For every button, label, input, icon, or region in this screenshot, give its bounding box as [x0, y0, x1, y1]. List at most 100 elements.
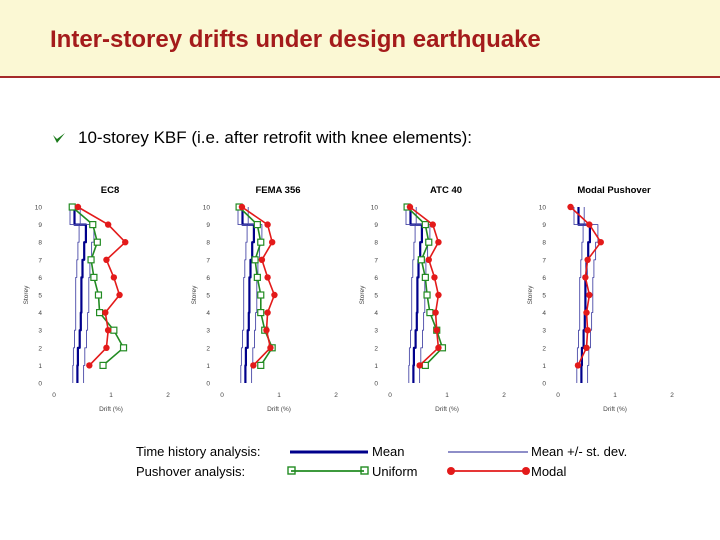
y-tick-label: 6 [38, 275, 42, 282]
data-point-modal [582, 274, 589, 281]
data-point-modal [268, 239, 276, 246]
x-tick-label: 0 [388, 392, 392, 399]
data-point-uniform [426, 309, 434, 317]
data-point-uniform [95, 309, 104, 317]
y-axis-label: Storey [23, 285, 30, 305]
data-point-uniform [253, 220, 261, 229]
series-line-uniform [406, 206, 444, 366]
data-point-modal [425, 256, 432, 263]
series-line-modal [569, 206, 602, 366]
y-axis-label: Storey [359, 285, 366, 305]
bullet-text: 10-storey KBF (i.e. after retrofit with … [78, 128, 472, 147]
y-tick-label: 2 [38, 345, 42, 352]
data-point-modal [103, 344, 110, 351]
y-tick-label: 7 [38, 257, 42, 264]
y-tick-label: 10 [371, 205, 379, 212]
x-tick-label: 2 [334, 392, 338, 399]
data-point-modal [271, 291, 278, 299]
y-tick-label: 6 [206, 275, 210, 282]
data-point-modal [583, 309, 590, 316]
legend-mean-swatch [290, 450, 368, 454]
series-line-mean [241, 207, 255, 383]
data-point-modal [86, 362, 93, 369]
data-point-modal [586, 291, 593, 299]
data-point-modal [431, 274, 438, 281]
data-point-uniform [251, 256, 259, 264]
bullet-row: 10-storey KBF (i.e. after retrofit with … [52, 128, 472, 148]
legend-uniform-label: Uniform [372, 464, 418, 479]
y-tick-label: 9 [38, 222, 42, 229]
chart-title: Modal Pushover [577, 185, 651, 196]
y-tick-label: 10 [35, 205, 43, 212]
y-tick-label: 1 [38, 363, 42, 370]
data-point-modal [567, 203, 574, 211]
x-axis-label: Drift (%) [267, 406, 291, 413]
series-line-uniform [71, 206, 125, 367]
data-point-modal [250, 362, 257, 369]
series-line-mean [409, 207, 423, 383]
data-point-uniform [257, 291, 265, 299]
y-tick-label: 0 [38, 381, 42, 388]
data-point-modal [406, 203, 414, 211]
x-axis-label: Drift (%) [603, 406, 627, 413]
y-tick-label: 8 [542, 240, 546, 247]
data-point-modal [264, 221, 271, 228]
data-point-modal [103, 256, 110, 263]
data-point-uniform [110, 326, 118, 334]
chart-title: EC8 [101, 185, 119, 196]
chart-panel-2: ATC 40 0 1 2 3 4 5 6 7 8 9 10 0 1 2 Drift (%) Storey [359, 185, 506, 413]
y-tick-label: 2 [206, 345, 210, 352]
data-point-modal [416, 362, 423, 369]
x-tick-label: 1 [445, 392, 449, 399]
y-tick-label: 8 [38, 240, 42, 247]
legend-modal-swatch [447, 467, 530, 475]
legend-time-history-label: Time history analysis: [136, 444, 261, 459]
legend-mean-label: Mean [372, 444, 405, 459]
data-point-uniform [93, 238, 101, 246]
data-point-modal [264, 309, 271, 316]
series-line-mean-st-dev [573, 207, 584, 383]
y-tick-label: 4 [38, 310, 42, 317]
data-point-uniform [90, 273, 98, 282]
data-point-modal [104, 221, 112, 228]
data-point-modal [432, 309, 439, 316]
x-axis-label: Drift (%) [435, 406, 459, 413]
data-point-modal [110, 274, 118, 281]
data-point-uniform [257, 238, 265, 246]
data-point-modal [435, 344, 442, 351]
y-tick-label: 6 [374, 275, 378, 282]
y-tick-label: 5 [206, 293, 210, 300]
y-tick-label: 4 [206, 310, 210, 317]
data-point-uniform [87, 256, 95, 264]
y-tick-label: 10 [203, 205, 211, 212]
data-point-uniform [423, 291, 431, 299]
chart-panel-3: Modal Pushover 0 1 2 3 4 5 6 7 8 9 10 0 1 2 Drift (%) St… [527, 185, 674, 413]
data-point-modal [574, 362, 582, 369]
y-tick-label: 8 [206, 240, 210, 247]
y-tick-label: 2 [542, 345, 546, 352]
data-point-modal [429, 221, 436, 228]
legend-stdev-label: Mean +/- st. dev. [531, 444, 628, 459]
data-point-modal [264, 274, 271, 281]
y-tick-label: 0 [206, 381, 210, 388]
x-tick-label: 1 [109, 392, 113, 399]
legend: Time history analysis: Pushover analysis… [130, 440, 650, 484]
legend-stdev-swatch [448, 451, 528, 453]
legend-pushover-label: Pushover analysis: [136, 464, 246, 479]
data-point-modal [238, 203, 246, 211]
data-point-modal [584, 327, 591, 334]
chart-title: FEMA 356 [255, 185, 300, 196]
y-tick-label: 0 [542, 381, 546, 388]
data-point-modal [583, 344, 590, 351]
legend-uniform-swatch [287, 466, 369, 475]
x-tick-label: 2 [166, 392, 170, 399]
y-tick-label: 5 [542, 293, 546, 300]
data-point-uniform [425, 238, 433, 246]
x-tick-label: 1 [613, 392, 617, 399]
data-point-uniform [68, 203, 76, 211]
slide-title: Inter-storey drifts under design earthqu… [50, 26, 541, 53]
data-point-modal [584, 256, 591, 263]
y-tick-label: 7 [374, 257, 378, 264]
y-tick-label: 5 [374, 293, 378, 300]
